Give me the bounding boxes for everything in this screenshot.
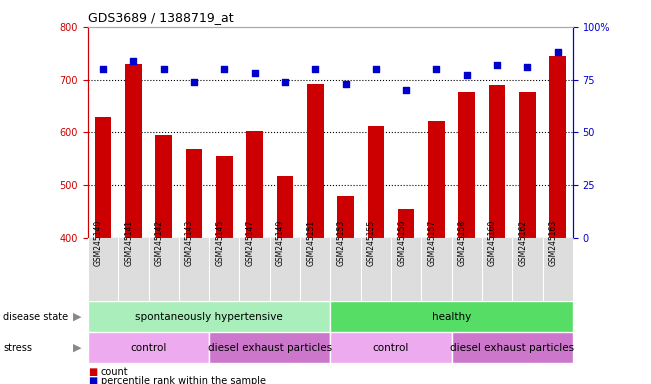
Bar: [330, 332, 452, 363]
Text: GSM245163: GSM245163: [549, 220, 558, 266]
Text: GSM245141: GSM245141: [124, 220, 133, 266]
Text: healthy: healthy: [432, 312, 471, 322]
Point: [98, 66, 108, 72]
Point: [431, 66, 441, 72]
Point: [522, 64, 533, 70]
Point: [553, 49, 563, 55]
Text: GSM245143: GSM245143: [185, 220, 194, 266]
Point: [340, 81, 351, 87]
Text: GSM245147: GSM245147: [245, 220, 255, 266]
Text: disease state: disease state: [3, 312, 68, 322]
Text: GSM245162: GSM245162: [518, 220, 527, 266]
Point: [189, 79, 199, 85]
Text: GSM245153: GSM245153: [337, 220, 346, 266]
Bar: [88, 301, 330, 332]
Text: ■: ■: [88, 376, 97, 384]
Bar: [277, 176, 293, 238]
Bar: [209, 332, 331, 363]
Text: GSM245142: GSM245142: [155, 220, 163, 266]
Bar: [337, 196, 354, 238]
Text: control: control: [130, 343, 167, 353]
Point: [370, 66, 381, 72]
Point: [249, 70, 260, 76]
Text: GSM245157: GSM245157: [428, 220, 436, 266]
Bar: [94, 117, 111, 238]
Point: [462, 73, 472, 79]
Bar: [549, 56, 566, 238]
Text: ▶: ▶: [73, 312, 81, 322]
Text: diesel exhaust particles: diesel exhaust particles: [450, 343, 574, 353]
Text: GSM245151: GSM245151: [306, 220, 315, 266]
Text: diesel exhaust particles: diesel exhaust particles: [208, 343, 332, 353]
Bar: [330, 301, 573, 332]
Bar: [428, 121, 445, 238]
Point: [219, 66, 230, 72]
Text: spontaneously hypertensive: spontaneously hypertensive: [135, 312, 283, 322]
Bar: [398, 209, 415, 238]
Text: control: control: [373, 343, 409, 353]
Text: percentile rank within the sample: percentile rank within the sample: [101, 376, 266, 384]
Text: GSM245149: GSM245149: [276, 220, 285, 266]
Text: stress: stress: [3, 343, 33, 353]
Point: [158, 66, 169, 72]
Text: ■: ■: [88, 367, 97, 377]
Bar: [246, 131, 263, 238]
Bar: [519, 92, 536, 238]
Point: [310, 66, 320, 72]
Bar: [307, 84, 324, 238]
Text: GSM245155: GSM245155: [367, 220, 376, 266]
Bar: [368, 126, 384, 238]
Bar: [452, 332, 573, 363]
Bar: [186, 149, 202, 238]
Text: ▶: ▶: [73, 343, 81, 353]
Text: GSM245156: GSM245156: [397, 220, 406, 266]
Point: [128, 58, 139, 64]
Text: GSM245140: GSM245140: [94, 220, 103, 266]
Bar: [216, 156, 232, 238]
Bar: [88, 332, 209, 363]
Text: GSM245158: GSM245158: [458, 220, 467, 266]
Point: [492, 62, 503, 68]
Text: count: count: [101, 367, 128, 377]
Text: GSM245160: GSM245160: [488, 220, 497, 266]
Point: [280, 79, 290, 85]
Bar: [489, 86, 505, 238]
Text: GDS3689 / 1388719_at: GDS3689 / 1388719_at: [88, 12, 234, 25]
Bar: [458, 92, 475, 238]
Text: GSM245145: GSM245145: [215, 220, 225, 266]
Bar: [125, 64, 142, 238]
Point: [401, 87, 411, 93]
Bar: [156, 135, 172, 238]
